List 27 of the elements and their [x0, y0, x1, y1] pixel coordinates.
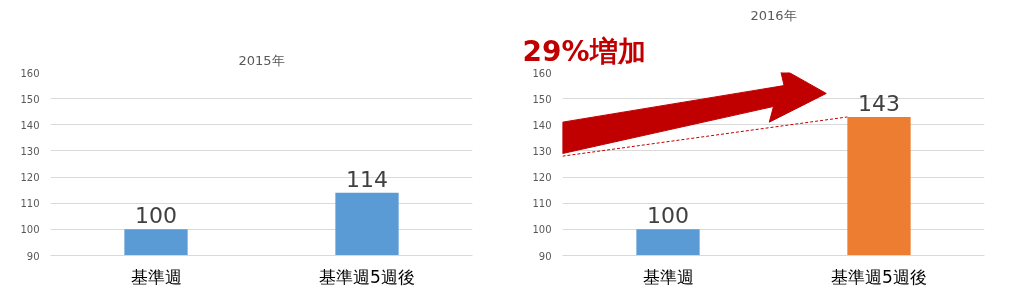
y-tick-label: 120: [532, 172, 552, 184]
x-tick-label: 基準週5週後: [319, 266, 415, 287]
y-tick-label: 140: [532, 119, 552, 131]
y-tick-label: 100: [532, 224, 552, 236]
data-label: 100: [135, 203, 177, 229]
data-label: 100: [647, 203, 689, 229]
y-tick-label: 100: [20, 224, 40, 236]
y-tick-label: 150: [532, 93, 552, 105]
chart-title: 2015年: [238, 52, 285, 68]
y-tick-label: 150: [20, 93, 40, 105]
x-tick-label: 基準週5週後: [831, 266, 927, 287]
text: 29%増加: [522, 34, 646, 68]
data-label: 114: [346, 166, 388, 192]
x-tick-label: 基準週: [130, 266, 182, 287]
y-tick-label: 110: [20, 198, 40, 210]
y-tick-label: 90: [538, 250, 552, 262]
y-tick-label: 130: [532, 145, 552, 157]
y-tick-label: 140: [20, 119, 40, 131]
y-tick-label: 110: [532, 198, 552, 210]
data-label: 143: [858, 90, 900, 116]
y-tick-label: 130: [20, 145, 40, 157]
chart-title: 2016年: [750, 7, 797, 23]
y-tick-label: 120: [20, 172, 40, 184]
y-tick-label: 90: [26, 250, 40, 262]
y-tick-label: 160: [20, 67, 40, 79]
x-tick-label: 基準週: [642, 266, 694, 287]
y-tick-label: 160: [532, 67, 552, 79]
